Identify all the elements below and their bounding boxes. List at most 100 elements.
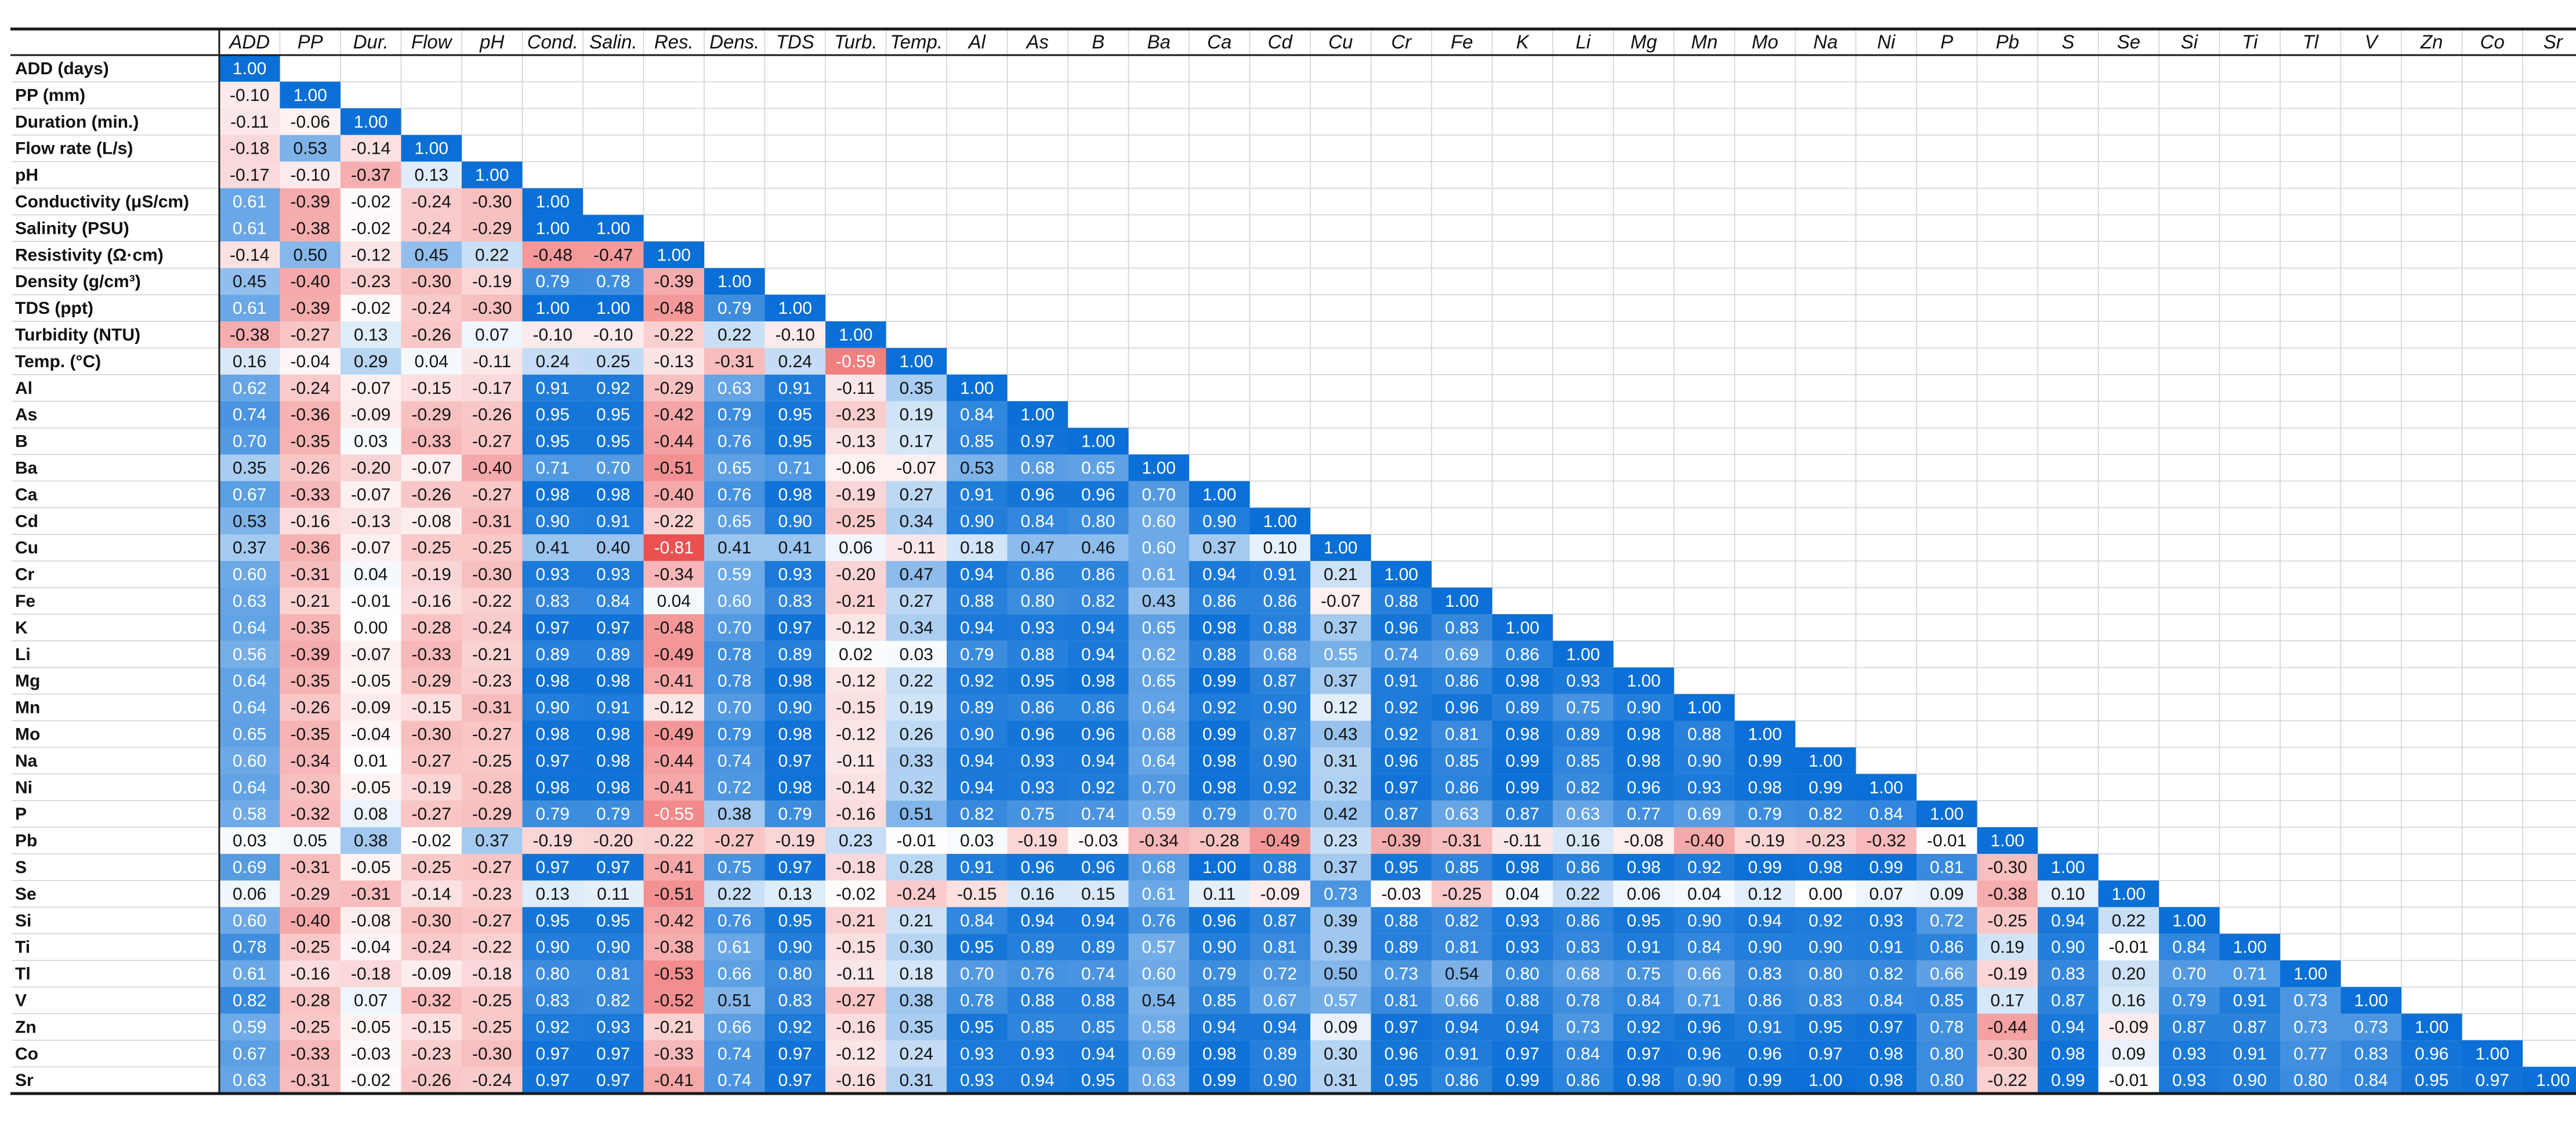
heatmap-cell (1371, 640, 1432, 668)
heatmap-cell (219, 481, 280, 508)
cell-value-label: 0.98 (536, 725, 570, 744)
cell-value-label: 0.83 (778, 592, 812, 611)
cell-value-label: 0.94 (1081, 645, 1115, 664)
heatmap-cell (947, 960, 1008, 987)
heatmap-cell (947, 561, 1008, 588)
cell-value-label: -0.18 (472, 965, 512, 984)
heatmap-cell (522, 694, 583, 721)
heatmap-cell (340, 428, 401, 455)
cell-value-label: -0.19 (472, 272, 512, 291)
heatmap-cell (1068, 534, 1129, 562)
heatmap-cell (522, 295, 583, 321)
cell-value-label: 0.82 (1809, 805, 1842, 824)
row-label: Se (15, 885, 37, 904)
cell-value-label: 0.90 (1263, 698, 1297, 718)
heatmap-cell (280, 534, 340, 562)
heatmap-cell (583, 454, 644, 481)
cell-value-label: 0.97 (1385, 778, 1418, 797)
cell-value-label: 0.13 (778, 885, 812, 904)
cell-value-label: 0.65 (1081, 458, 1115, 477)
cell-value-label: 0.70 (2172, 965, 2206, 984)
cell-value-label: 0.10 (1263, 538, 1297, 557)
cell-value-label: -0.15 (836, 938, 875, 957)
heatmap-cell (1432, 747, 1492, 774)
cell-value-label: -0.36 (291, 405, 330, 425)
cell-value-label: 0.79 (536, 805, 570, 824)
heatmap-cell (1007, 960, 1068, 987)
heatmap-cell (1432, 907, 1492, 934)
heatmap-cell (825, 880, 886, 907)
cell-value-label: 0.92 (960, 672, 994, 691)
cell-value-label: 1.00 (839, 325, 872, 345)
heatmap-cell (1249, 614, 1310, 641)
cell-value-label: 0.73 (1385, 965, 1418, 984)
cell-value-label: 0.97 (1021, 432, 1055, 451)
heatmap-cell (340, 694, 401, 721)
cell-value-label: 1.00 (2536, 1071, 2570, 1090)
cell-value-label: 0.70 (1263, 805, 1297, 824)
heatmap-cell (401, 454, 462, 481)
heatmap-cell (825, 454, 886, 481)
cell-value-label: -0.28 (291, 991, 330, 1010)
cell-value-label: 0.94 (1081, 618, 1115, 638)
heatmap-cell (765, 1013, 825, 1041)
cell-value-label: -0.39 (1382, 831, 1421, 850)
cell-value-label: 1.00 (2172, 911, 2206, 930)
cell-value-label: 0.69 (1445, 645, 1479, 664)
cell-value-label: 0.37 (1324, 858, 1357, 877)
heatmap-cell (2098, 1040, 2159, 1067)
cell-value-label: 0.41 (778, 538, 812, 557)
cell-value-label: 0.60 (1142, 538, 1176, 557)
heatmap-cell (583, 428, 644, 455)
heatmap-cell (825, 428, 886, 455)
heatmap-cell (643, 880, 704, 907)
heatmap-cell (1856, 854, 1916, 881)
cell-value-label: 0.91 (1445, 1044, 1479, 1063)
cell-value-label: 0.39 (1324, 911, 1357, 930)
heatmap-cell (1128, 588, 1189, 614)
heatmap-cell (340, 667, 401, 694)
heatmap-cell (401, 774, 462, 801)
cell-value-label: 0.97 (778, 858, 812, 877)
cell-value-label: 0.63 (1445, 805, 1479, 824)
heatmap-cell (583, 854, 644, 881)
cell-value-label: 0.19 (900, 698, 933, 718)
cell-value-label: -0.35 (291, 672, 330, 691)
heatmap-cell (2280, 1013, 2341, 1041)
heatmap-cell (1734, 747, 1795, 774)
row-label: Li (15, 645, 31, 664)
heatmap-cell (219, 241, 280, 269)
cell-value-label: 0.98 (1506, 725, 1539, 744)
cell-value-label: 0.90 (1687, 911, 1721, 930)
heatmap-cell (1371, 588, 1432, 614)
column-label: K (1516, 31, 1530, 53)
heatmap-cell (462, 907, 523, 934)
heatmap-cell (947, 801, 1008, 828)
cell-value-label: -0.24 (412, 219, 451, 238)
cell-value-label: 0.91 (1263, 565, 1297, 584)
heatmap-cell (462, 428, 523, 455)
cell-value-label: 0.65 (1142, 618, 1176, 638)
cell-value-label: 0.94 (1748, 911, 1782, 930)
cell-value-label: -0.16 (291, 965, 330, 984)
cell-value-label: 0.60 (233, 911, 266, 930)
cell-value-label: 0.78 (718, 672, 751, 691)
cell-value-label: -0.09 (351, 698, 390, 718)
heatmap-cell (886, 827, 947, 854)
heatmap-cell (704, 667, 765, 694)
cell-value-label: -0.29 (412, 672, 451, 691)
heatmap-cell (2401, 1013, 2462, 1041)
cell-value-label: 0.70 (718, 618, 751, 638)
cell-value-label: 1.00 (2112, 885, 2146, 904)
cell-value-label: -0.44 (1988, 1017, 2027, 1037)
heatmap-cell (1189, 640, 1250, 668)
cell-value-label: 0.12 (1748, 885, 1782, 904)
cell-value-label: 0.13 (354, 325, 387, 345)
cell-value-label: 0.79 (1202, 805, 1236, 824)
cell-value-label: 0.31 (900, 1071, 933, 1090)
heatmap-cell (2159, 987, 2220, 1014)
cell-value-label: 0.93 (1021, 778, 1055, 797)
heatmap-cell (1916, 987, 1977, 1014)
heatmap-cell (280, 347, 340, 375)
